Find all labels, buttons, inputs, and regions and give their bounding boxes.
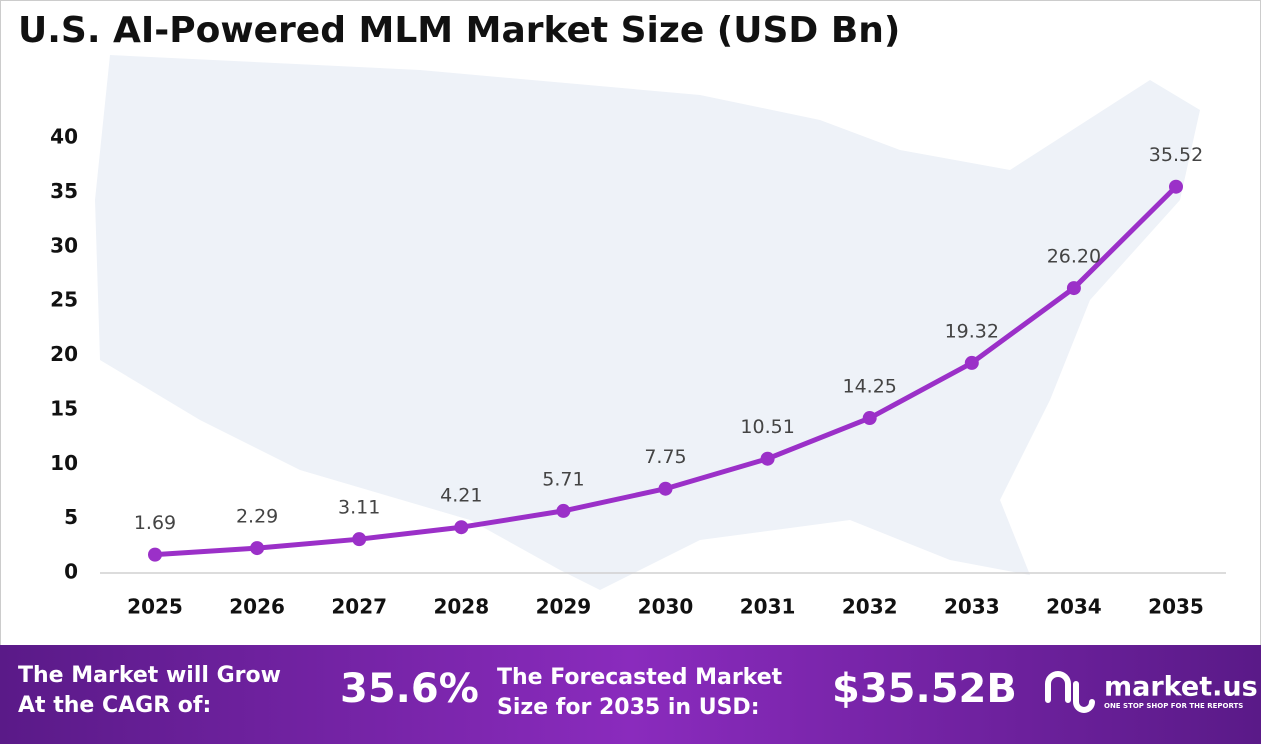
x-tick-label: 2030 bbox=[638, 595, 694, 619]
y-tick-label: 35 bbox=[50, 179, 78, 203]
point bbox=[760, 451, 775, 466]
forecast-value: $35.52B bbox=[832, 666, 1017, 712]
x-tick-label: 2029 bbox=[536, 595, 592, 619]
x-tick-label: 2027 bbox=[331, 595, 387, 619]
cagr-text: At the CAGR of: bbox=[18, 693, 211, 718]
tagline: ONE STOP SHOP FOR THE REPORTS bbox=[1104, 702, 1243, 710]
value-label: 26.20 bbox=[1047, 246, 1101, 268]
value-label: 19.32 bbox=[945, 320, 999, 342]
forecast-text: Size for 2035 in USD: bbox=[497, 695, 760, 720]
y-tick-label: 30 bbox=[50, 233, 78, 257]
value-label: 35.52 bbox=[1149, 144, 1203, 166]
y-tick-label: 15 bbox=[50, 396, 78, 420]
point bbox=[556, 503, 571, 518]
x-tick-label: 2034 bbox=[1046, 595, 1102, 619]
x-tick-label: 2033 bbox=[944, 595, 1000, 619]
x-tick-label: 2032 bbox=[842, 595, 898, 619]
y-tick-label: 25 bbox=[50, 288, 78, 312]
point bbox=[964, 355, 979, 370]
point bbox=[250, 541, 265, 556]
y-tick-label: 0 bbox=[64, 560, 78, 584]
x-tick-label: 2031 bbox=[740, 595, 796, 619]
value-label: 4.21 bbox=[440, 485, 482, 507]
y-tick-label: 40 bbox=[50, 125, 78, 149]
x-tick-label: 2028 bbox=[433, 595, 489, 619]
x-tick-label: 2025 bbox=[127, 595, 183, 619]
point bbox=[658, 481, 673, 496]
point bbox=[148, 547, 162, 562]
map-background bbox=[95, 55, 1200, 590]
y-tick-label: 10 bbox=[50, 451, 78, 475]
value-label: 2.29 bbox=[236, 506, 278, 528]
value-label: 7.75 bbox=[644, 446, 686, 468]
value-label: 14.25 bbox=[842, 376, 896, 398]
cagr-value: 35.6% bbox=[340, 666, 479, 712]
point bbox=[1169, 179, 1183, 194]
footer: The Market will Grow At the CAGR of: 35.… bbox=[18, 663, 1258, 720]
value-label: 1.69 bbox=[134, 512, 176, 534]
brand: market.us bbox=[1104, 672, 1258, 703]
forecast-text: The Forecasted Market bbox=[497, 665, 783, 690]
x-tick-label: 2026 bbox=[229, 595, 285, 619]
y-tick-label: 20 bbox=[50, 342, 78, 366]
x-tick-label: 2035 bbox=[1148, 595, 1204, 619]
point bbox=[352, 532, 367, 547]
point bbox=[862, 411, 877, 426]
value-label: 10.51 bbox=[740, 416, 794, 438]
y-tick-label: 5 bbox=[64, 505, 78, 529]
value-label: 5.71 bbox=[542, 468, 584, 490]
cagr-text: The Market will Grow bbox=[18, 663, 281, 688]
point bbox=[1066, 281, 1081, 296]
chart-title: U.S. AI-Powered MLM Market Size (USD Bn) bbox=[18, 10, 900, 51]
logo-icon bbox=[1045, 671, 1095, 713]
value-label: 3.11 bbox=[338, 497, 380, 519]
point bbox=[454, 520, 469, 535]
